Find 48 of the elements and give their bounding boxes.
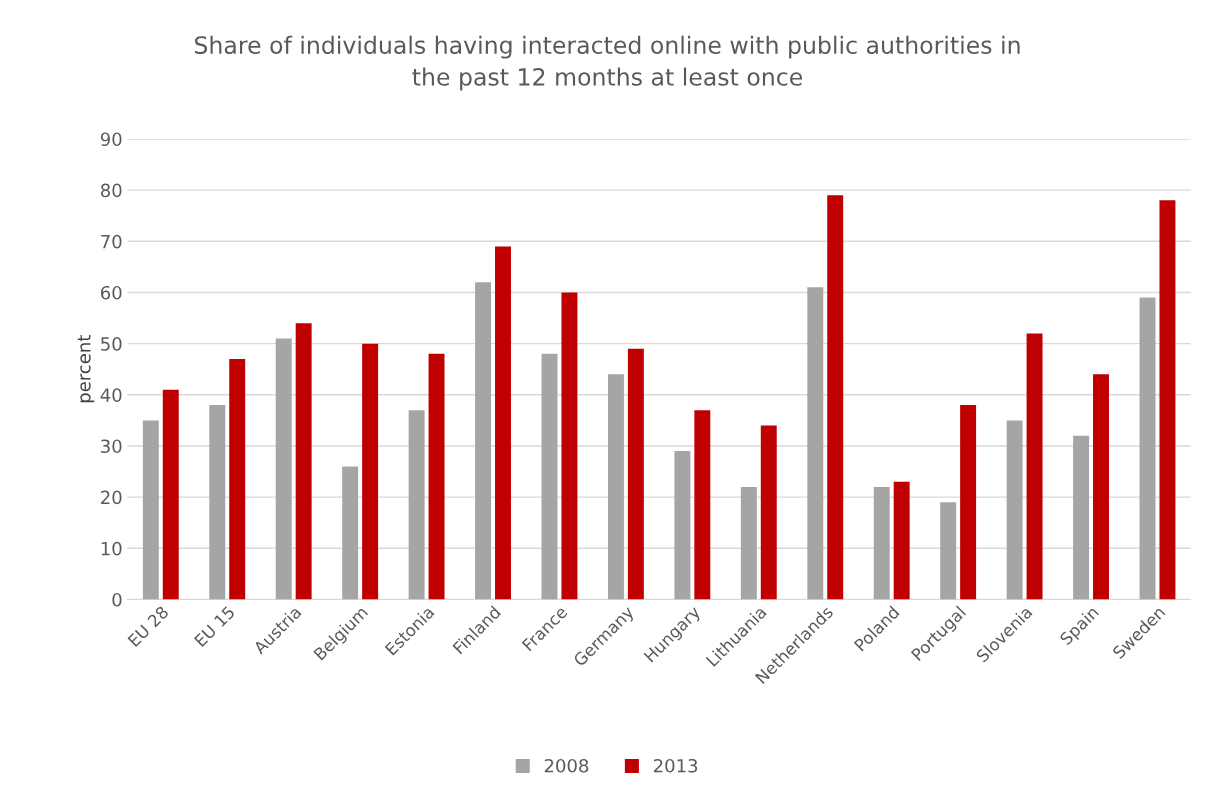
bar <box>162 389 179 600</box>
bar <box>1093 374 1109 600</box>
y-tick-label: 10 <box>101 541 122 556</box>
y-tick-label: 50 <box>101 337 122 351</box>
bar <box>893 481 910 600</box>
bar <box>1026 333 1043 600</box>
y-tick-label: 70 <box>101 234 122 249</box>
legend-label: 2013 <box>653 758 698 773</box>
bar <box>229 358 246 600</box>
bar <box>940 502 957 600</box>
bar <box>362 343 379 600</box>
bar <box>740 486 757 600</box>
bar <box>295 323 312 600</box>
y-axis-title: percent <box>77 335 95 403</box>
bar <box>561 292 578 600</box>
y-tick-label: 80 <box>100 183 122 198</box>
chart-title: Share of individuals having interacted online with public authorities in the past 12 months at least once <box>194 35 1020 91</box>
bar <box>541 353 558 600</box>
bar <box>408 410 425 600</box>
bar <box>960 405 977 600</box>
bar <box>1006 420 1023 600</box>
bar <box>873 486 890 600</box>
bar <box>607 374 624 600</box>
bar <box>1139 297 1156 600</box>
bar <box>342 466 359 600</box>
x-tick-label: EU 15 <box>193 605 236 648</box>
y-tick-label: 30 <box>101 439 122 454</box>
bar <box>807 287 824 600</box>
x-tick-label: EU 28 <box>127 605 170 648</box>
bar <box>142 420 159 600</box>
bar <box>627 348 644 600</box>
bar <box>827 195 844 600</box>
bar <box>760 425 777 600</box>
bar <box>1073 435 1090 600</box>
bar <box>495 246 511 600</box>
bar <box>428 353 445 600</box>
y-tick-label: 90 <box>100 132 122 147</box>
y-tick-label: 60 <box>101 285 122 300</box>
bar <box>275 338 292 600</box>
legend-label: 2008 <box>544 758 589 773</box>
y-tick-label: 0 <box>112 592 122 607</box>
y-tick-label: 40 <box>100 388 122 402</box>
bar <box>209 405 226 600</box>
y-tick-label: 20 <box>101 490 122 505</box>
bar <box>694 410 711 600</box>
bar <box>674 451 691 600</box>
bar <box>475 282 492 600</box>
bar <box>1159 200 1176 600</box>
